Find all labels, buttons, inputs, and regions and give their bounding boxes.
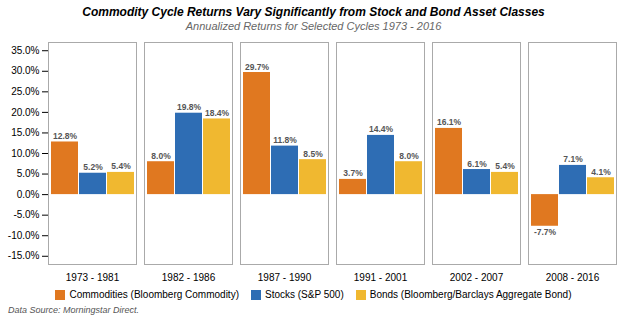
html-text:Annualized Returns for Selecte: Annualized Returns for Selected Cycles 1… xyxy=(185,20,442,32)
svg-text:8.5%: 8.5% xyxy=(303,149,323,159)
html-text:Commodities (Bloomberg Commodi: Commodities (Bloomberg Commodity) xyxy=(69,289,239,300)
svg-text:10.0%: 10.0% xyxy=(11,148,39,159)
svg-text:12.8%: 12.8% xyxy=(53,131,78,141)
svg-text:20.0%: 20.0% xyxy=(11,107,39,118)
svg-text:1973 - 1981: 1973 - 1981 xyxy=(66,272,120,283)
svg-text:11.8%: 11.8% xyxy=(273,135,297,145)
svg-text:5.4%: 5.4% xyxy=(495,161,515,171)
svg-text:16.1%: 16.1% xyxy=(437,117,462,127)
svg-text:30.0%: 30.0% xyxy=(11,65,39,76)
svg-text:8.0%: 8.0% xyxy=(399,151,419,161)
svg-text:5.0%: 5.0% xyxy=(17,168,40,179)
svg-text:6.1%: 6.1% xyxy=(467,159,487,169)
svg-text:-5.0%: -5.0% xyxy=(13,209,39,220)
svg-text:-10.0%: -10.0% xyxy=(8,230,40,241)
svg-text:3.7%: 3.7% xyxy=(343,168,363,178)
svg-text:25.0%: 25.0% xyxy=(11,86,39,97)
svg-text:0.0%: 0.0% xyxy=(17,189,40,200)
svg-text:5.2%: 5.2% xyxy=(83,162,103,172)
svg-text:4.1%: 4.1% xyxy=(591,167,611,177)
svg-text:19.8%: 19.8% xyxy=(177,102,202,112)
svg-text:7.1%: 7.1% xyxy=(563,154,583,164)
svg-text:2008 - 2016: 2008 - 2016 xyxy=(546,272,600,283)
svg-text:5.4%: 5.4% xyxy=(111,161,131,171)
svg-text:14.4%: 14.4% xyxy=(369,124,394,134)
svg-text:18.4%: 18.4% xyxy=(205,108,230,118)
svg-text:-15.0%: -15.0% xyxy=(8,250,40,261)
svg-text:35.0%: 35.0% xyxy=(11,45,39,56)
svg-text:8.0%: 8.0% xyxy=(151,151,171,161)
svg-text:1987 - 1990: 1987 - 1990 xyxy=(258,272,312,283)
svg-text:15.0%: 15.0% xyxy=(11,127,39,138)
html-text:Commodity Cycle Returns Vary S: Commodity Cycle Returns Vary Significant… xyxy=(82,5,545,19)
svg-text:-7.7%: -7.7% xyxy=(534,227,557,237)
html-text:Data Source: Morningstar Direc: Data Source: Morningstar Direct. xyxy=(8,305,140,315)
svg-text:2002 - 2007: 2002 - 2007 xyxy=(450,272,504,283)
html-text:Bonds (Bloomberg/Barclays Aggr: Bonds (Bloomberg/Barclays Aggregate Bond… xyxy=(369,289,572,300)
svg-text:1982 - 1986: 1982 - 1986 xyxy=(162,272,216,283)
svg-text:1991 - 2001: 1991 - 2001 xyxy=(354,272,408,283)
html-text:Stocks (S&P 500): Stocks (S&P 500) xyxy=(265,289,344,300)
svg-text:29.7%: 29.7% xyxy=(245,62,270,72)
